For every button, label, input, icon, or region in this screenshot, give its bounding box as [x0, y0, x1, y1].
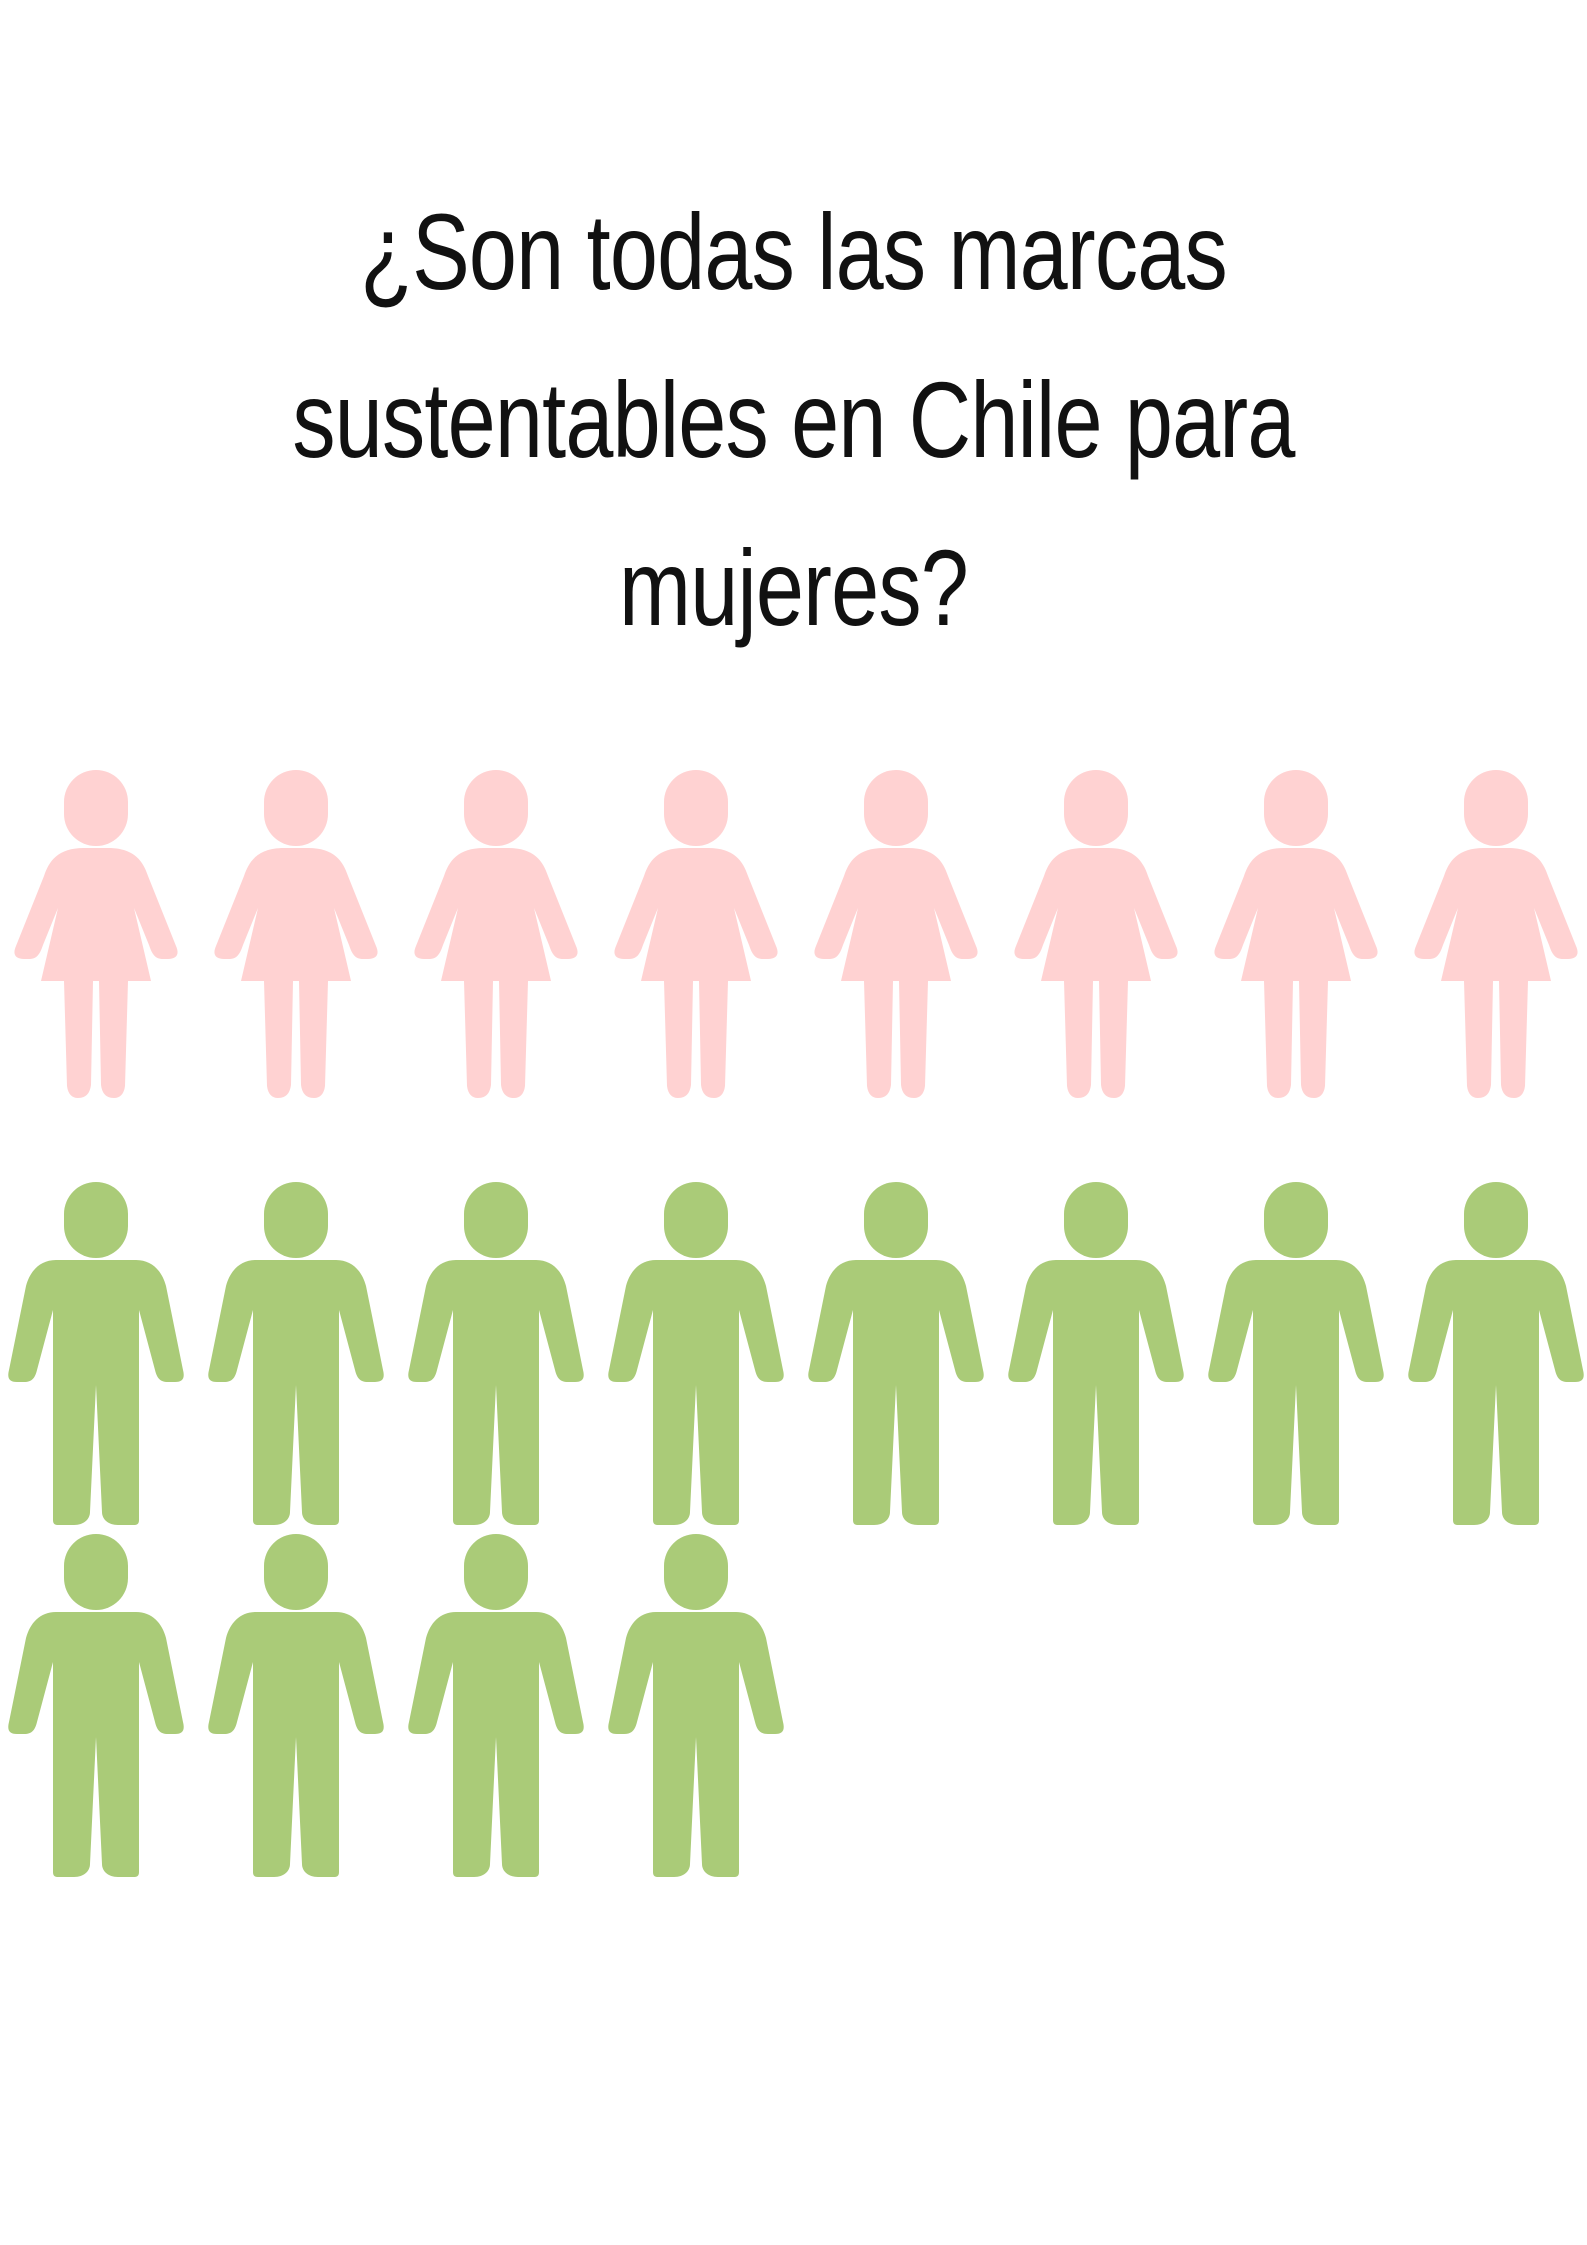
man-icon: [208, 1534, 383, 1877]
man-icon: [608, 1182, 783, 1525]
figure-body: [214, 848, 377, 1098]
figure-body: [208, 1612, 383, 1877]
figure-head: [664, 1182, 728, 1258]
figure-head: [264, 770, 328, 846]
woman-icon: [414, 770, 577, 1098]
chart-title: ¿Son todas las marcas sustentables en Ch…: [159, 168, 1429, 672]
man-icon: [408, 1534, 583, 1877]
figure-head: [1464, 770, 1528, 846]
figure-head: [664, 770, 728, 846]
figure-head: [864, 770, 928, 846]
figure-body: [8, 1260, 183, 1525]
woman-icon: [814, 770, 977, 1098]
figure-body: [1414, 848, 1577, 1098]
woman-icon: [1014, 770, 1177, 1098]
figure-body: [1408, 1260, 1583, 1525]
figure-body: [608, 1612, 783, 1877]
man-icon: [208, 1182, 383, 1525]
man-icon: [608, 1534, 783, 1877]
figure-head: [464, 770, 528, 846]
woman-icon: [14, 770, 177, 1098]
figure-body: [14, 848, 177, 1098]
figure-head: [464, 1182, 528, 1258]
figure-body: [408, 1260, 583, 1525]
title-line-1: ¿Son todas las marcas: [159, 168, 1429, 336]
figure-body: [414, 848, 577, 1098]
man-icon: [408, 1182, 583, 1525]
figure-head: [64, 770, 128, 846]
figure-head: [64, 1534, 128, 1610]
title-line-2: sustentables en Chile para: [159, 336, 1429, 504]
figure-head: [1064, 770, 1128, 846]
man-icon: [8, 1534, 183, 1877]
figure-head: [264, 1534, 328, 1610]
figure-head: [464, 1534, 528, 1610]
figure-body: [408, 1612, 583, 1877]
woman-icon: [214, 770, 377, 1098]
figure-head: [1064, 1182, 1128, 1258]
figure-head: [1464, 1182, 1528, 1258]
figure-body: [808, 1260, 983, 1525]
title-line-3: mujeres?: [159, 504, 1429, 672]
woman-icon: [1414, 770, 1577, 1098]
woman-icon: [1214, 770, 1377, 1098]
man-icon: [1408, 1182, 1583, 1525]
man-icon: [808, 1182, 983, 1525]
pictogram-chart: [0, 740, 1587, 1900]
figure-body: [608, 1260, 783, 1525]
figure-body: [208, 1260, 383, 1525]
figure-head: [864, 1182, 928, 1258]
man-icon: [1208, 1182, 1383, 1525]
figure-head: [1264, 1182, 1328, 1258]
figure-body: [1208, 1260, 1383, 1525]
man-icon: [8, 1182, 183, 1525]
figure-body: [1014, 848, 1177, 1098]
woman-icon: [614, 770, 777, 1098]
figure-head: [1264, 770, 1328, 846]
figure-body: [8, 1612, 183, 1877]
figure-body: [1008, 1260, 1183, 1525]
figure-head: [264, 1182, 328, 1258]
figure-body: [814, 848, 977, 1098]
figure-body: [1214, 848, 1377, 1098]
figure-head: [64, 1182, 128, 1258]
figure-body: [614, 848, 777, 1098]
figure-head: [664, 1534, 728, 1610]
man-icon: [1008, 1182, 1183, 1525]
